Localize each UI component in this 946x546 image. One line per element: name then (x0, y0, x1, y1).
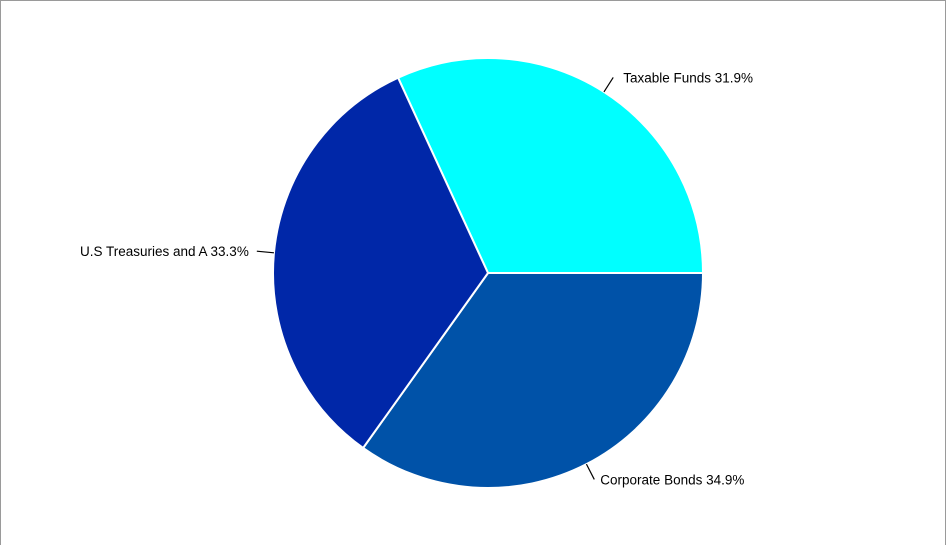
pie-slices (272, 57, 705, 489)
leader-line-u-s-treasuries-and-a (256, 250, 275, 254)
slice-label-taxable-funds: Taxable Funds 31.9% (623, 70, 753, 85)
slice-label-u-s-treasuries-and-a: U.S Treasuries and A 33.3% (80, 244, 249, 259)
pie-slice-u-s-treasuries-and-a (272, 76, 490, 450)
pie-slice-corporate-bonds (361, 272, 705, 489)
leader-lines (256, 77, 614, 480)
leader-line-taxable-funds (603, 77, 614, 93)
leader-line-corporate-bonds (585, 463, 595, 480)
slice-labels: Taxable Funds 31.9% Corporate Bonds 34.9%… (80, 70, 753, 487)
slice-label-corporate-bonds: Corporate Bonds 34.9% (600, 472, 744, 487)
